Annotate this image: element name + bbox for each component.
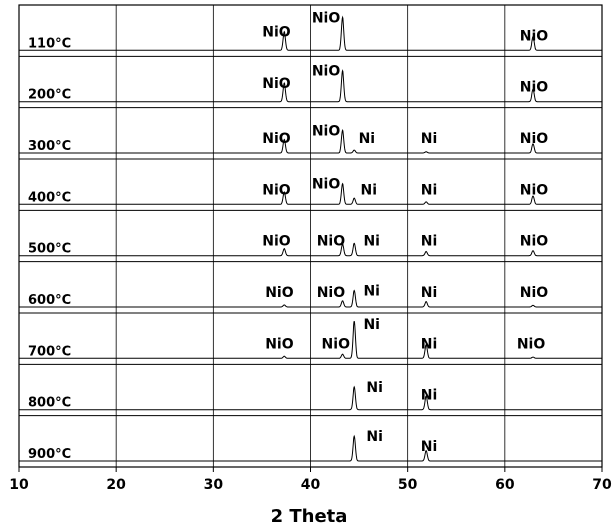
peak-label: Ni — [421, 182, 438, 198]
peak-label: NiO — [312, 64, 341, 80]
peak-label: Ni — [359, 131, 376, 147]
x-tick-label: 50 — [398, 477, 418, 493]
peak-label: Ni — [363, 234, 380, 250]
peak-label: NiO — [312, 177, 341, 193]
panel-label: 600°C — [28, 293, 71, 308]
x-tick-label: 30 — [204, 477, 224, 493]
trace-700°C — [19, 320, 602, 359]
trace-300°C — [19, 129, 602, 154]
panel-label: 800°C — [28, 396, 71, 411]
peak-label: Ni — [421, 439, 438, 455]
peak-label: NiO — [262, 25, 291, 41]
peak-label: NiO — [265, 336, 294, 352]
trace-200°C — [19, 69, 602, 103]
peak-label: NiO — [322, 336, 351, 352]
trace-400°C — [19, 182, 602, 205]
trace-800°C — [19, 385, 602, 411]
x-tick-label: 20 — [106, 477, 126, 493]
x-axis-title: 2 Theta — [271, 506, 348, 527]
peak-label: NiO — [317, 285, 346, 301]
diffraction-traces — [19, 15, 602, 462]
x-tick-label: 60 — [495, 477, 515, 493]
peak-label: Ni — [366, 380, 383, 396]
peak-label: NiO — [317, 234, 346, 250]
peak-label: NiO — [520, 131, 549, 147]
trace-600°C — [19, 289, 602, 308]
peak-label: Ni — [421, 336, 438, 352]
peak-label: Ni — [363, 283, 380, 299]
x-tick-label: 10 — [9, 477, 29, 493]
trace-900°C — [19, 434, 602, 462]
peak-label: Ni — [421, 234, 438, 250]
peak-label: NiO — [520, 182, 549, 198]
peak-label: NiO — [520, 234, 549, 250]
panel-label: 700°C — [28, 344, 71, 359]
peak-label: Ni — [361, 182, 378, 198]
peak-label: NiO — [265, 285, 294, 301]
gridlines — [18, 4, 603, 468]
panel-label: 200°C — [28, 88, 71, 103]
labels: 110°C NiO NiO NiO 200°C NiO NiO NiO 300°C NiO NiO N… — [28, 10, 548, 462]
panel-label: 400°C — [28, 190, 71, 205]
panel-label: 500°C — [28, 242, 71, 257]
peak-label: NiO — [312, 10, 341, 26]
panel-label: 900°C — [28, 447, 71, 462]
peak-label: NiO — [262, 234, 291, 250]
peak-label: Ni — [366, 429, 383, 445]
peak-label: NiO — [520, 285, 549, 301]
peak-label: Ni — [363, 317, 380, 333]
peak-label: Ni — [421, 388, 438, 404]
peak-label: NiO — [262, 131, 291, 147]
peak-label: NiO — [262, 76, 291, 92]
peak-label: NiO — [262, 182, 291, 198]
x-axis: 2 Theta 10 20 30 40 50 60 70 — [9, 467, 612, 527]
trace-110°C — [19, 15, 602, 51]
trace-500°C — [19, 242, 602, 257]
panel-label: 300°C — [28, 139, 71, 154]
panel-label: 110°C — [28, 36, 71, 51]
peak-label: Ni — [421, 285, 438, 301]
peak-label: NiO — [520, 28, 549, 44]
x-tick-label: 40 — [301, 477, 321, 493]
x-tick-label: 70 — [592, 477, 612, 493]
peak-label: NiO — [312, 123, 341, 139]
peak-label: NiO — [520, 80, 549, 96]
peak-label: NiO — [517, 336, 546, 352]
peak-label: Ni — [421, 131, 438, 147]
